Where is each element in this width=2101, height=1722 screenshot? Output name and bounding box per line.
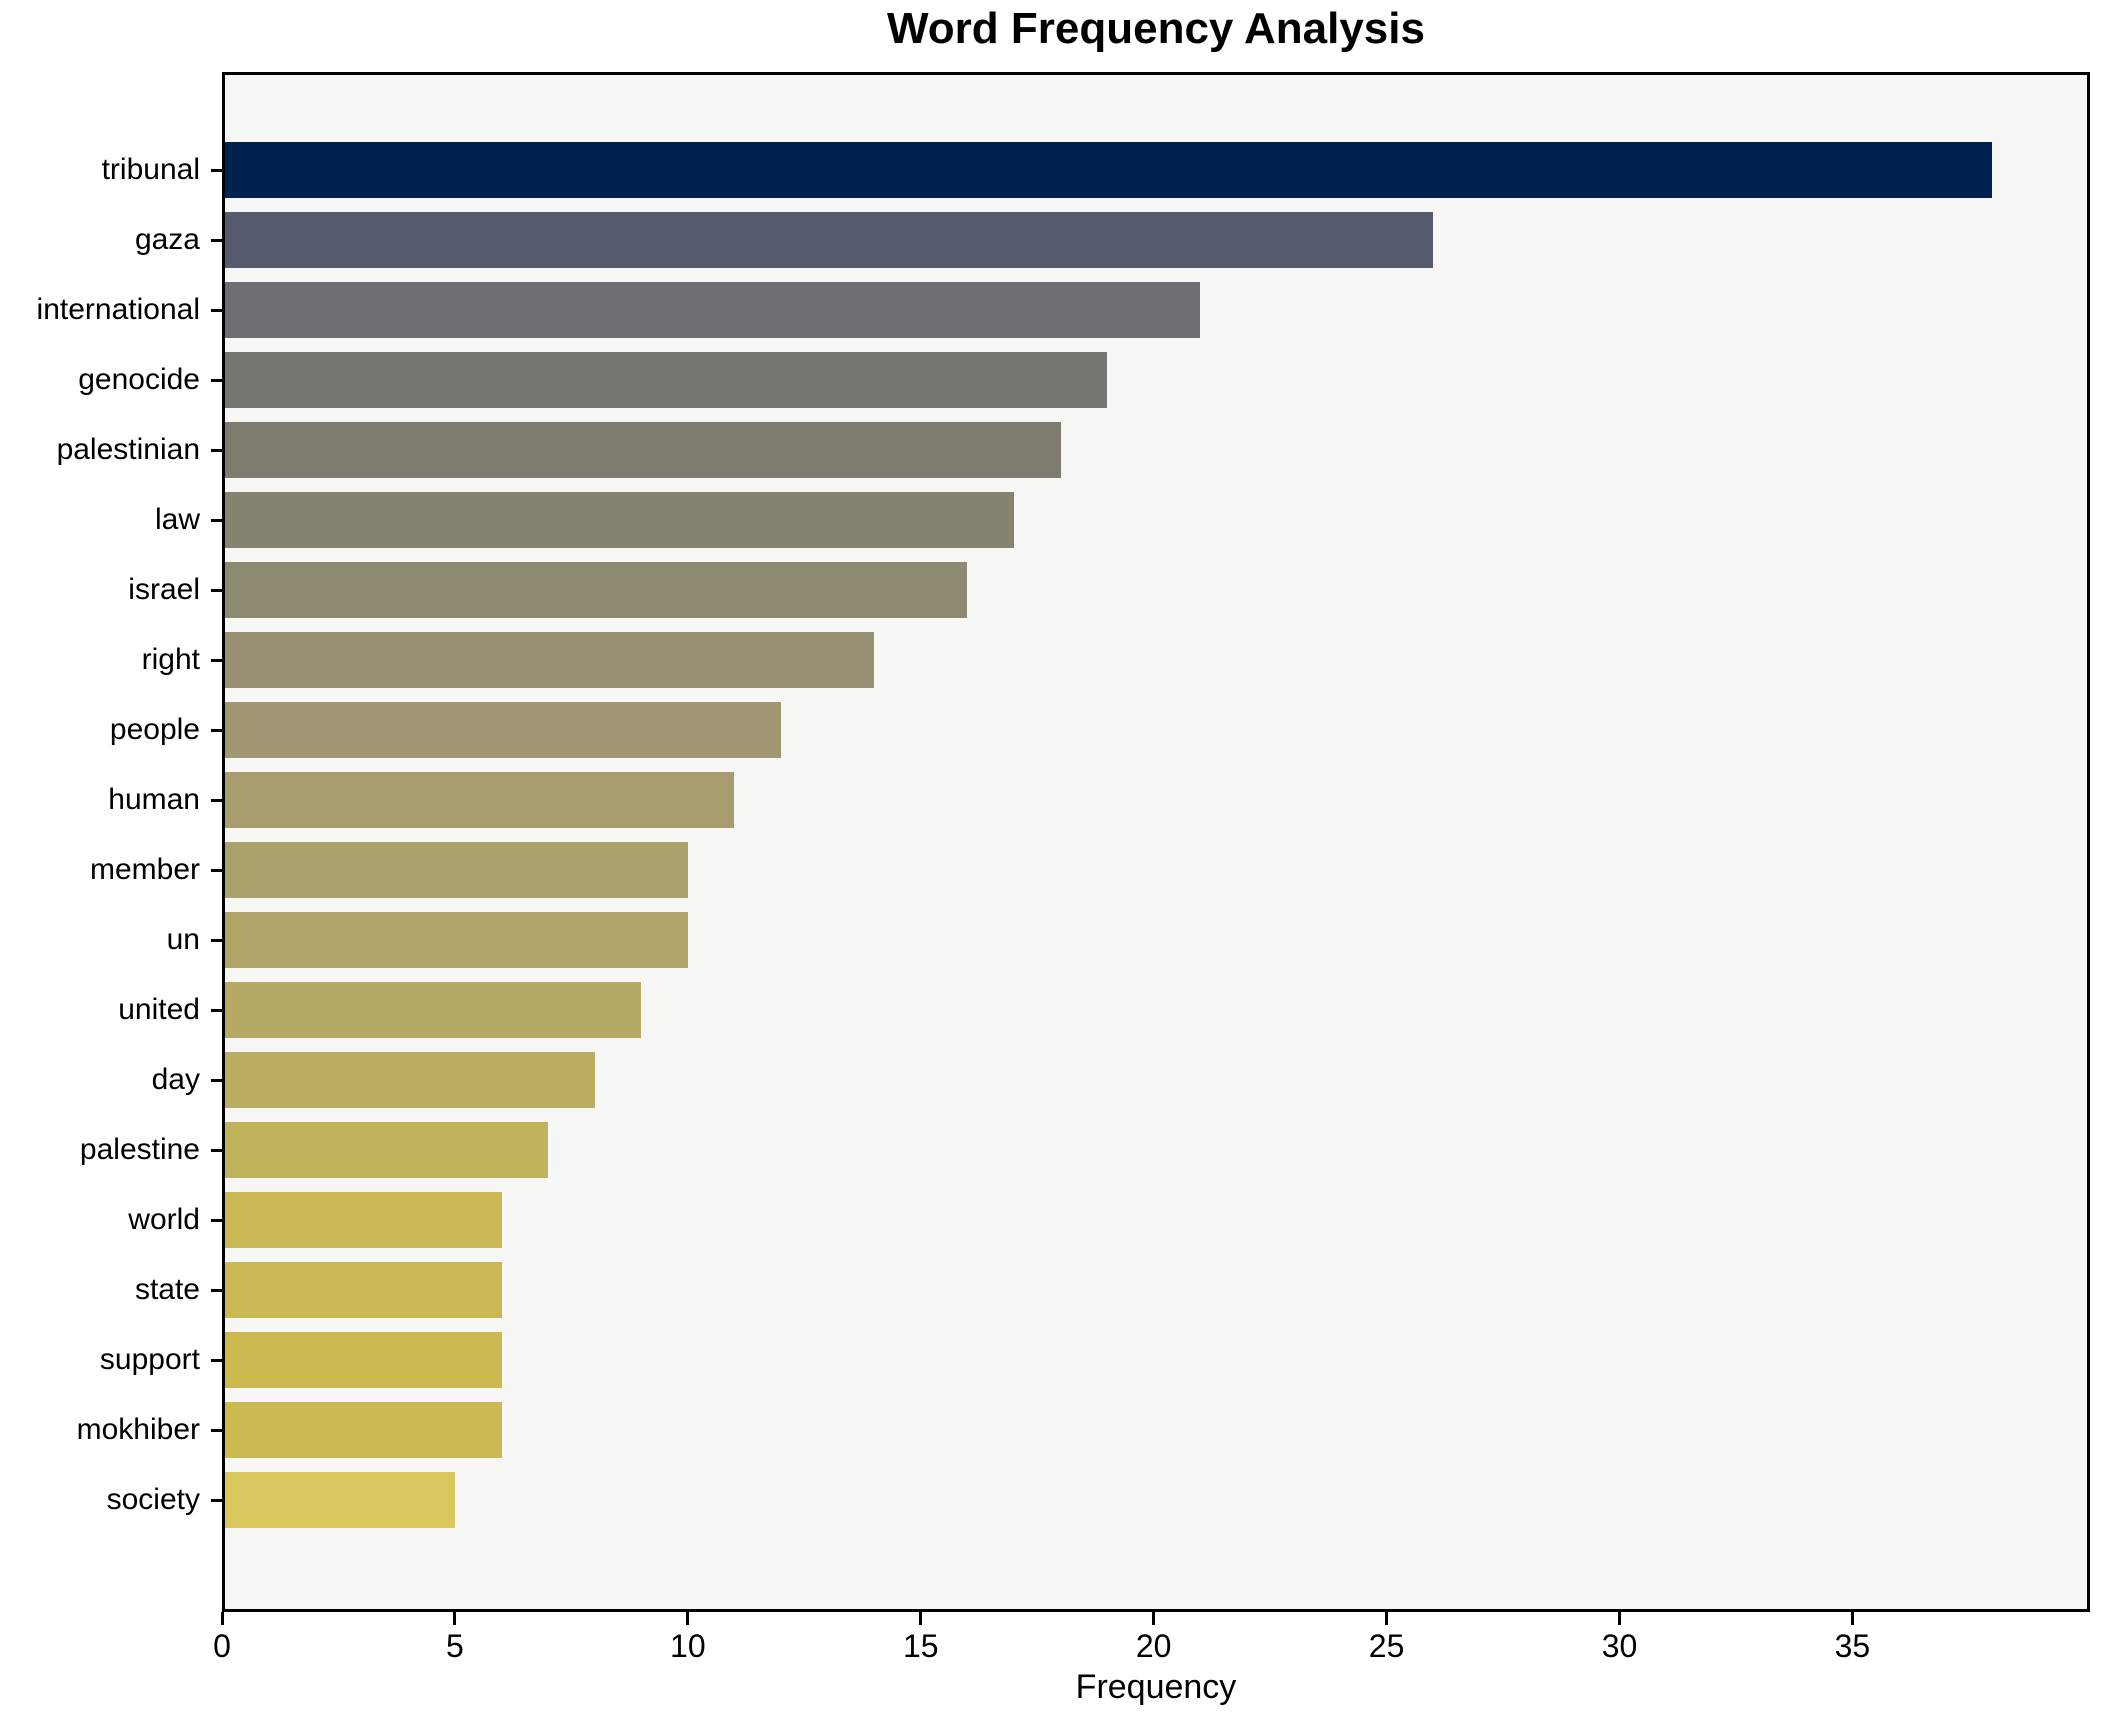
- y-tick-mark: [211, 168, 222, 172]
- bar-genocide: [225, 352, 1108, 408]
- y-tick-mark: [211, 1148, 222, 1152]
- y-tick-label-society: society: [106, 1483, 200, 1516]
- bar-palestinian: [225, 422, 1061, 478]
- y-tick-mark: [211, 518, 222, 522]
- y-tick-mark: [211, 588, 222, 592]
- y-tick-mark: [211, 1498, 222, 1502]
- bar-gaza: [225, 212, 1434, 268]
- y-tick-mark: [211, 658, 222, 662]
- bar-palestine: [225, 1122, 549, 1178]
- bar-tribunal: [225, 142, 1993, 198]
- y-tick-label-right: right: [141, 643, 200, 676]
- x-tick-label-0: 0: [213, 1628, 231, 1664]
- y-tick-label-support: support: [99, 1343, 200, 1376]
- y-tick-label-tribunal: tribunal: [101, 153, 200, 186]
- y-tick-label-state: state: [134, 1273, 200, 1306]
- y-tick-mark: [211, 308, 222, 312]
- y-tick-label-united: united: [118, 993, 200, 1026]
- bar-united: [225, 982, 642, 1038]
- y-tick-label-law: law: [154, 503, 200, 536]
- bar-world: [225, 1192, 502, 1248]
- y-tick-mark: [211, 728, 222, 732]
- y-tick-label-un: un: [166, 923, 200, 956]
- y-tick-label-mokhiber: mokhiber: [76, 1413, 200, 1446]
- bar-international: [225, 282, 1201, 338]
- y-tick-label-genocide: genocide: [78, 363, 200, 396]
- y-tick-label-palestine: palestine: [79, 1133, 200, 1166]
- bar-human: [225, 772, 735, 828]
- x-tick-mark: [453, 1612, 457, 1625]
- bar-member: [225, 842, 688, 898]
- y-tick-label-palestinian: palestinian: [56, 433, 200, 466]
- x-tick-mark: [220, 1612, 224, 1625]
- chart-title: Word Frequency Analysis: [887, 4, 1425, 53]
- y-tick-label-world: world: [128, 1203, 200, 1236]
- bar-day: [225, 1052, 595, 1108]
- x-tick-mark: [686, 1612, 690, 1625]
- y-tick-label-people: people: [109, 713, 200, 746]
- x-tick-label-15: 15: [902, 1628, 939, 1664]
- x-tick-mark: [1152, 1612, 1156, 1625]
- y-tick-mark: [211, 798, 222, 802]
- bar-law: [225, 492, 1014, 548]
- x-tick-label-20: 20: [1135, 1628, 1172, 1664]
- y-tick-mark: [211, 868, 222, 872]
- y-tick-mark: [211, 238, 222, 242]
- y-tick-mark: [211, 1288, 222, 1292]
- bar-israel: [225, 562, 968, 618]
- bar-un: [225, 912, 688, 968]
- x-tick-label-25: 25: [1368, 1628, 1405, 1664]
- y-tick-label-israel: israel: [128, 573, 200, 606]
- y-tick-label-gaza: gaza: [134, 223, 200, 256]
- y-tick-label-human: human: [108, 783, 200, 816]
- y-tick-mark: [211, 448, 222, 452]
- y-tick-mark: [211, 1218, 222, 1222]
- x-tick-label-30: 30: [1601, 1628, 1638, 1664]
- bar-right: [225, 632, 875, 688]
- bar-mokhiber: [225, 1402, 502, 1458]
- y-tick-mark: [211, 1078, 222, 1082]
- x-tick-label-35: 35: [1834, 1628, 1871, 1664]
- y-tick-mark: [211, 1428, 222, 1432]
- x-tick-mark: [1850, 1612, 1854, 1625]
- x-tick-label-5: 5: [446, 1628, 464, 1664]
- y-tick-mark: [211, 1358, 222, 1362]
- bar-society: [225, 1472, 455, 1528]
- x-axis-label: Frequency: [1075, 1668, 1237, 1706]
- x-tick-mark: [1385, 1612, 1389, 1625]
- y-tick-mark: [211, 1008, 222, 1012]
- y-tick-mark: [211, 938, 222, 942]
- y-tick-label-day: day: [151, 1063, 200, 1096]
- bar-people: [225, 702, 781, 758]
- bar-support: [225, 1332, 502, 1388]
- x-tick-mark: [919, 1612, 923, 1625]
- y-tick-label-international: international: [36, 293, 200, 326]
- y-tick-mark: [211, 378, 222, 382]
- x-tick-label-10: 10: [670, 1628, 706, 1664]
- x-tick-mark: [1618, 1612, 1621, 1625]
- y-tick-label-member: member: [89, 853, 200, 886]
- bar-state: [225, 1262, 502, 1318]
